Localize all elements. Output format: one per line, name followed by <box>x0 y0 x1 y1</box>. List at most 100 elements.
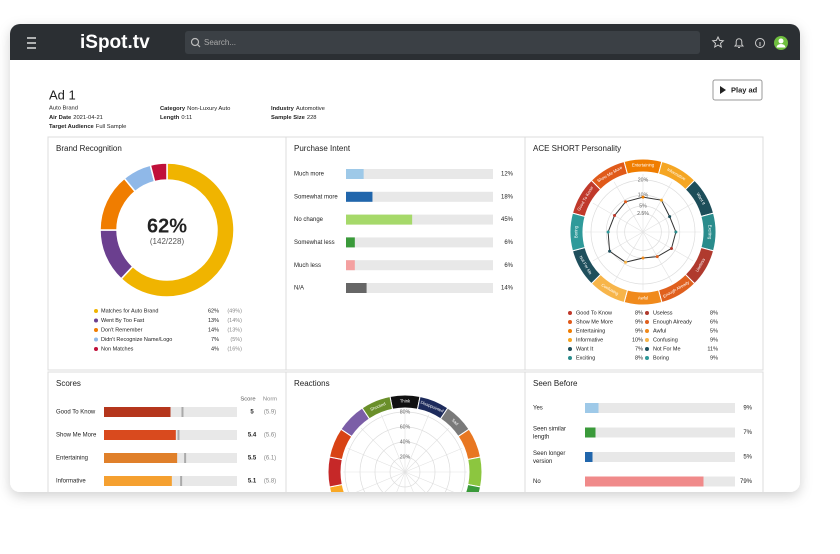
norm-marker <box>180 476 183 486</box>
panel-title: Purchase Intent <box>294 144 351 153</box>
play-button[interactable] <box>712 79 763 101</box>
menu-button[interactable] <box>27 37 36 49</box>
ring-segment <box>362 525 392 547</box>
tick-label: 80% <box>400 409 411 415</box>
legend-label: Confusing <box>653 337 678 343</box>
play-icon <box>720 86 726 94</box>
center-value: 62% <box>147 215 187 237</box>
score-value: 5.4 <box>248 433 257 439</box>
bar-value: 12% <box>501 172 514 178</box>
bar-label: No <box>533 479 541 485</box>
app: iSpot.tv Search... Ad 1 Auto Brand Play … <box>10 24 800 547</box>
search-icon <box>190 37 200 47</box>
legend-value: 10% <box>632 337 643 343</box>
legend-swatch <box>94 309 98 313</box>
legend-label: Enough Already <box>653 319 692 325</box>
legend-label: Useless <box>653 310 673 316</box>
ring-segment <box>327 456 343 488</box>
legend-label: Not For Me <box>653 346 681 352</box>
bar-label: Somewhat less <box>294 240 335 246</box>
ring-segment <box>341 508 369 536</box>
notifications-icon[interactable] <box>733 38 745 48</box>
norm-value: (6.1) <box>264 456 276 462</box>
legend-label: Matches for Auto Brand <box>101 308 158 314</box>
legend-label: Show Me More <box>576 319 613 325</box>
meta-label: Target Audience <box>49 124 95 130</box>
ring-segment <box>361 395 394 420</box>
spoke <box>642 202 694 233</box>
center-sublabel: (142/228) <box>150 237 185 246</box>
bar-label: Much more <box>294 172 325 178</box>
spoke <box>380 414 406 473</box>
spoke <box>404 471 450 492</box>
search-box[interactable] <box>185 31 700 54</box>
ad-meta: Sample Size 228 <box>271 115 317 121</box>
meta-label: Category <box>160 106 186 112</box>
radar-point <box>641 256 645 260</box>
score-value: 5.1 <box>248 479 257 485</box>
legend-swatch <box>568 329 572 333</box>
favorite-icon[interactable] <box>711 35 725 48</box>
search-placeholder[interactable]: Search... <box>204 38 236 47</box>
search-icon <box>197 44 201 48</box>
legend-value: 14% <box>208 327 219 333</box>
grid-circle <box>374 441 436 492</box>
legend-swatch <box>645 329 649 333</box>
meta-label: Length <box>160 115 180 121</box>
ad-meta: Category Non-Luxury Auto <box>160 106 230 112</box>
bar <box>346 260 355 271</box>
legend-label: Didn't Recognize Name/Logo <box>101 337 172 343</box>
tick-label: 40% <box>400 439 411 445</box>
legend-swatch <box>645 356 649 360</box>
radar-point <box>668 215 672 219</box>
legend-swatch <box>94 328 98 332</box>
bar-value: 14% <box>501 286 514 292</box>
norm-marker <box>184 453 187 463</box>
bar-value: 6% <box>504 263 513 269</box>
meta-value: 0:11 <box>181 115 192 121</box>
info-icon[interactable] <box>755 38 765 48</box>
meta-value: 228 <box>307 115 317 121</box>
bar-track <box>346 191 493 202</box>
tick-label: 5% <box>639 203 647 209</box>
ring-label: Shocked <box>369 401 387 412</box>
legend-value: 9% <box>635 328 643 334</box>
spoke <box>592 202 644 233</box>
legend-swatch <box>568 311 572 315</box>
spoke <box>380 471 406 492</box>
bar-label: Entertaining <box>56 456 88 462</box>
legend-label: Went By Too Fast <box>101 318 145 324</box>
panel-title: Brand Recognition <box>56 144 122 153</box>
bar-label: No change <box>294 217 324 223</box>
bar <box>104 407 171 417</box>
legend-value: 9% <box>710 355 718 361</box>
panel <box>47 371 287 492</box>
logo[interactable]: iSpot.tv <box>80 32 150 53</box>
ring-label: Exciting <box>707 225 712 240</box>
legend-label: Awful <box>653 328 666 334</box>
radar-point <box>659 198 663 202</box>
spoke <box>360 471 406 492</box>
bar-label: Somewhat more <box>294 194 338 200</box>
bar <box>346 191 373 202</box>
bar-label: Seen similar length <box>533 426 568 440</box>
bar-label: N/A <box>294 286 304 292</box>
column-header: Score <box>240 397 255 403</box>
radar-point <box>613 214 617 218</box>
bar <box>104 453 178 463</box>
legend-value: 5% <box>710 328 718 334</box>
ad-brand: Auto Brand <box>49 106 78 112</box>
spoke <box>404 427 450 473</box>
radar-point <box>669 246 673 250</box>
bar <box>346 214 413 225</box>
grid-circle <box>359 426 451 492</box>
panel-title: Scores <box>56 379 81 388</box>
meta-value: 2021-04-21 <box>73 115 103 121</box>
avatar-body <box>776 44 786 48</box>
radar-point <box>641 195 645 199</box>
play-label[interactable]: Play ad <box>731 85 758 94</box>
ring-label: Entertaining <box>632 163 655 168</box>
bar-track <box>346 260 493 271</box>
grid-circle <box>605 194 681 270</box>
